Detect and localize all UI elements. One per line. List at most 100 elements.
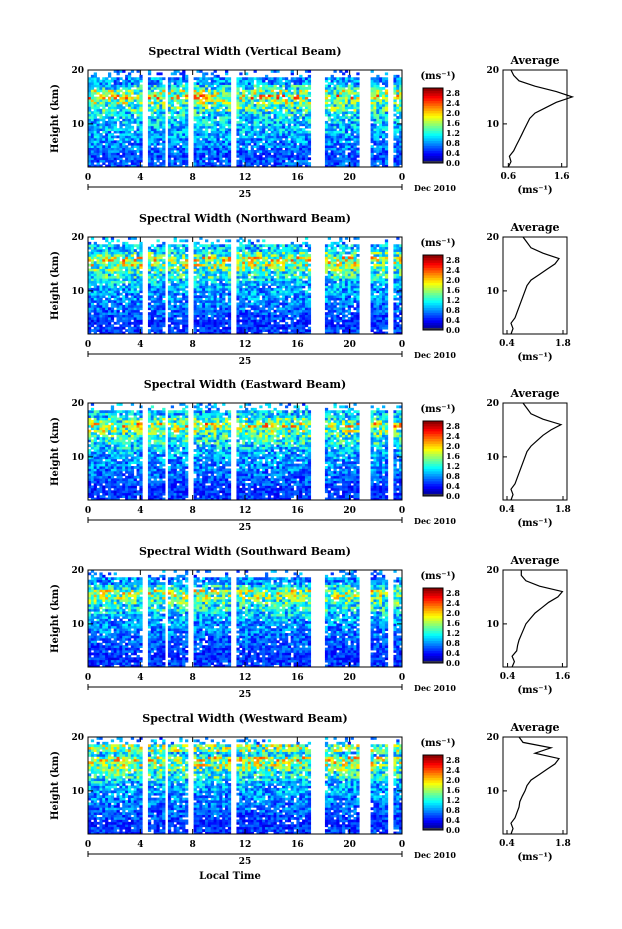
heatmap-cell bbox=[307, 116, 312, 119]
heatmap-cell bbox=[236, 319, 240, 323]
heatmap-cell bbox=[153, 280, 157, 284]
heatmap-cell bbox=[133, 285, 137, 289]
heatmap-cell bbox=[96, 120, 100, 124]
heatmap-cell bbox=[213, 130, 217, 134]
heatmap-cell bbox=[336, 120, 340, 124]
heatmap-cell bbox=[253, 89, 257, 93]
heatmap-cell bbox=[256, 116, 260, 119]
heatmap-cell bbox=[276, 79, 280, 83]
heatmap-cell bbox=[304, 91, 309, 95]
heatmap-cell bbox=[199, 331, 203, 335]
heatmap-cell bbox=[125, 152, 129, 156]
heatmap-cell bbox=[153, 326, 157, 330]
heatmap-cell bbox=[122, 142, 126, 146]
heatmap-cell bbox=[127, 106, 132, 110]
heatmap-cell bbox=[213, 302, 217, 306]
heatmap-cell bbox=[107, 84, 112, 88]
heatmap-cell bbox=[196, 157, 200, 161]
heatmap-cell bbox=[119, 123, 123, 127]
heatmap-cell bbox=[356, 159, 360, 163]
heatmap-cell bbox=[330, 101, 334, 105]
heatmap-cell bbox=[133, 159, 137, 163]
heatmap-cell bbox=[127, 113, 132, 117]
heatmap-cell bbox=[170, 152, 175, 156]
heatmap-cell bbox=[116, 317, 120, 320]
heatmap-cell bbox=[162, 302, 166, 306]
heatmap-cell bbox=[222, 287, 226, 291]
heatmap-cell bbox=[176, 292, 180, 296]
heatmap-cell bbox=[105, 108, 109, 112]
heatmap-cell bbox=[347, 152, 352, 156]
heatmap-cell bbox=[356, 142, 360, 146]
heatmap-cell bbox=[399, 147, 403, 151]
heatmap-cell bbox=[267, 157, 272, 161]
heatmap-cell bbox=[153, 258, 157, 262]
heatmap-cell bbox=[139, 295, 143, 299]
heatmap-cell bbox=[99, 280, 103, 284]
heatmap-cell bbox=[239, 106, 243, 110]
heatmap-cell bbox=[159, 99, 163, 102]
heatmap-cell bbox=[93, 283, 97, 286]
heatmap-cell bbox=[202, 302, 206, 306]
heatmap-cell bbox=[116, 77, 120, 81]
heatmap-cell bbox=[113, 111, 117, 115]
heatmap-cell bbox=[136, 321, 140, 325]
heatmap-cell bbox=[225, 147, 229, 151]
heatmap-cell bbox=[125, 86, 129, 90]
heatmap-cell bbox=[219, 116, 223, 119]
heatmap-cell bbox=[379, 133, 383, 136]
heatmap-cell bbox=[225, 285, 229, 289]
heatmap-cell bbox=[93, 91, 97, 95]
heatmap-cell bbox=[185, 314, 189, 318]
heatmap-cell bbox=[219, 302, 223, 306]
heatmap-cell bbox=[88, 319, 92, 323]
heatmap-cell bbox=[207, 319, 212, 323]
heatmap-cell bbox=[127, 246, 132, 250]
heatmap-cell bbox=[236, 285, 240, 289]
heatmap-cell bbox=[250, 91, 254, 95]
heatmap-cell bbox=[116, 116, 120, 119]
heatmap-cell bbox=[119, 133, 123, 136]
heatmap-cell bbox=[139, 106, 143, 110]
heatmap-cell bbox=[125, 321, 129, 325]
heatmap-cell bbox=[139, 79, 143, 83]
heatmap-cell bbox=[210, 273, 214, 277]
heatmap-cell bbox=[242, 244, 246, 248]
heatmap-cell bbox=[159, 300, 163, 303]
heatmap-cell bbox=[88, 300, 92, 303]
heatmap-cell bbox=[88, 246, 92, 250]
heatmap-cell bbox=[205, 99, 209, 102]
heatmap-cell bbox=[225, 150, 229, 153]
heatmap-cell bbox=[262, 130, 266, 134]
heatmap-cell bbox=[96, 135, 100, 139]
heatmap-cell bbox=[110, 239, 115, 243]
heatmap-cell bbox=[130, 89, 135, 93]
heatmap-cell bbox=[250, 135, 254, 139]
heatmap-cell bbox=[379, 140, 383, 144]
heatmap-cell bbox=[210, 162, 214, 165]
heatmap-cells bbox=[88, 70, 403, 168]
heatmap-cell bbox=[250, 164, 254, 168]
heatmap-cell bbox=[110, 287, 115, 291]
heatmap-cell bbox=[396, 103, 400, 107]
heatmap-cell bbox=[199, 324, 203, 328]
heatmap-cell bbox=[167, 147, 172, 151]
heatmap-cell bbox=[299, 162, 303, 165]
heatmap-cell bbox=[370, 99, 374, 102]
heatmap-cell bbox=[353, 91, 357, 95]
heatmap-cell bbox=[270, 145, 274, 148]
heatmap-cell bbox=[93, 317, 97, 320]
heatmap-cell bbox=[199, 297, 203, 301]
heatmap-cell bbox=[122, 314, 126, 318]
heatmap-cell bbox=[273, 94, 277, 98]
heatmap-cell bbox=[242, 123, 246, 127]
heatmap-cell bbox=[139, 101, 143, 105]
heatmap-cell bbox=[105, 314, 109, 318]
heatmap-cell bbox=[150, 113, 155, 117]
heatmap-cell bbox=[376, 147, 380, 151]
heatmap-cell bbox=[399, 108, 403, 112]
heatmap-cell bbox=[273, 79, 277, 83]
heatmap-cell bbox=[210, 159, 214, 163]
heatmap-cell bbox=[156, 123, 160, 127]
heatmap-cell bbox=[296, 89, 300, 93]
